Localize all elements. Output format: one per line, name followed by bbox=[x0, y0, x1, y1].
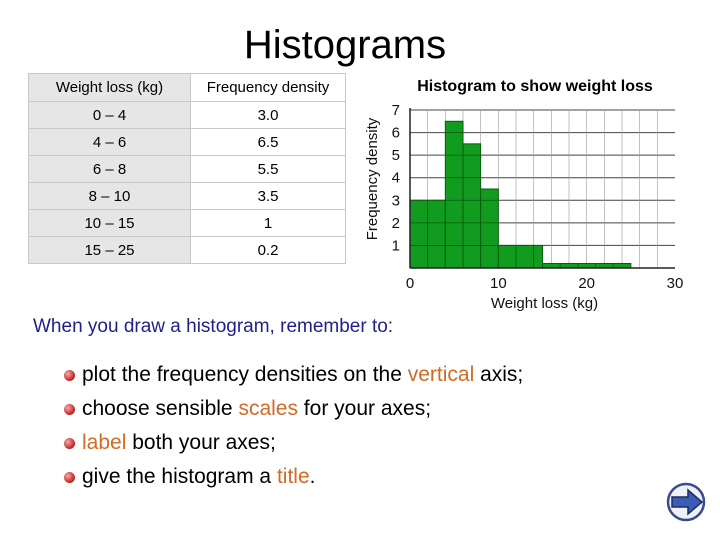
table-row: 4 – 6 6.5 bbox=[28, 128, 346, 156]
tip-highlight: scales bbox=[238, 397, 298, 420]
x-tick-label: 20 bbox=[578, 275, 595, 292]
table-row: 8 – 10 3.5 bbox=[28, 182, 346, 210]
tip-text: for your axes; bbox=[297, 397, 432, 420]
y-axis-title: Frequency density bbox=[364, 117, 381, 240]
cell-frequency-density: 3.0 bbox=[190, 101, 346, 129]
y-tick-label: 4 bbox=[392, 170, 400, 187]
chart-title: Histogram to show weight loss bbox=[417, 78, 653, 95]
x-axis-title: Weight loss (kg) bbox=[491, 295, 598, 312]
cell-frequency-density: 3.5 bbox=[190, 182, 346, 210]
tip-text: both your axes; bbox=[126, 431, 276, 454]
tip-highlight: label bbox=[82, 431, 127, 454]
tip-text: choose sensible bbox=[82, 397, 239, 420]
cell-frequency-density: 6.5 bbox=[190, 128, 346, 156]
bullet-icon bbox=[64, 472, 75, 483]
y-tick-label: 6 bbox=[392, 125, 400, 142]
header-weight-loss: Weight loss (kg) bbox=[28, 73, 191, 102]
table-row: 10 – 15 1 bbox=[28, 209, 346, 237]
histogram-bar bbox=[462, 143, 482, 269]
cell-frequency-density: 0.2 bbox=[190, 236, 346, 264]
tip-text: plot the frequency densities on the bbox=[82, 363, 408, 386]
histogram-bar bbox=[497, 244, 543, 269]
x-tick-label: 10 bbox=[490, 275, 507, 292]
bullet-icon bbox=[64, 438, 75, 449]
list-item: choose sensible scales for your axes; bbox=[62, 392, 523, 426]
table-row: 0 – 4 3.0 bbox=[28, 101, 346, 129]
y-tick-label: 3 bbox=[392, 192, 400, 209]
arrow-right-icon bbox=[666, 482, 706, 522]
instruction-heading: When you draw a histogram, remember to: bbox=[33, 316, 394, 337]
histogram-bar bbox=[444, 120, 464, 269]
list-item: give the histogram a title. bbox=[62, 460, 523, 494]
x-tick-label: 30 bbox=[667, 275, 684, 292]
histogram-bar bbox=[480, 188, 499, 269]
cell-weight-range: 4 – 6 bbox=[28, 128, 191, 156]
list-item: plot the frequency densities on the vert… bbox=[62, 358, 523, 392]
table-row: 15 – 25 0.2 bbox=[28, 236, 346, 264]
page-title: Histograms bbox=[243, 23, 447, 67]
frequency-table: Weight loss (kg) Frequency density 0 – 4… bbox=[28, 73, 346, 264]
tip-highlight: title bbox=[276, 465, 310, 488]
cell-weight-range: 8 – 10 bbox=[28, 182, 191, 210]
tip-text: axis; bbox=[474, 363, 524, 386]
cell-weight-range: 10 – 15 bbox=[28, 209, 191, 237]
histogram-chart: 1 2 3 4 5 6 7 0 10 20 30 Weight loss (kg) Frequency … bbox=[364, 102, 684, 312]
cell-frequency-density: 5.5 bbox=[190, 155, 346, 183]
table-header-row: Weight loss (kg) Frequency density bbox=[28, 73, 346, 102]
table-row: 6 – 8 5.5 bbox=[28, 155, 346, 183]
bullet-icon bbox=[64, 370, 75, 381]
y-tick-label: 1 bbox=[392, 237, 400, 254]
tip-text: give the histogram a bbox=[82, 465, 277, 488]
x-tick-label: 0 bbox=[406, 275, 414, 292]
cell-frequency-density: 1 bbox=[190, 209, 346, 237]
next-slide-button[interactable] bbox=[664, 482, 710, 522]
y-tick-label: 2 bbox=[392, 215, 400, 232]
header-frequency-density: Frequency density bbox=[190, 73, 346, 102]
list-item: label both your axes; bbox=[62, 426, 523, 460]
y-tick-label: 7 bbox=[392, 102, 400, 119]
tip-highlight: vertical bbox=[407, 363, 475, 386]
cell-weight-range: 0 – 4 bbox=[28, 101, 191, 129]
tip-text: . bbox=[309, 465, 316, 488]
cell-weight-range: 6 – 8 bbox=[28, 155, 191, 183]
bullet-icon bbox=[64, 404, 75, 415]
tips-list: plot the frequency densities on the vert… bbox=[62, 358, 523, 494]
cell-weight-range: 15 – 25 bbox=[28, 236, 191, 264]
y-tick-label: 5 bbox=[392, 147, 400, 164]
